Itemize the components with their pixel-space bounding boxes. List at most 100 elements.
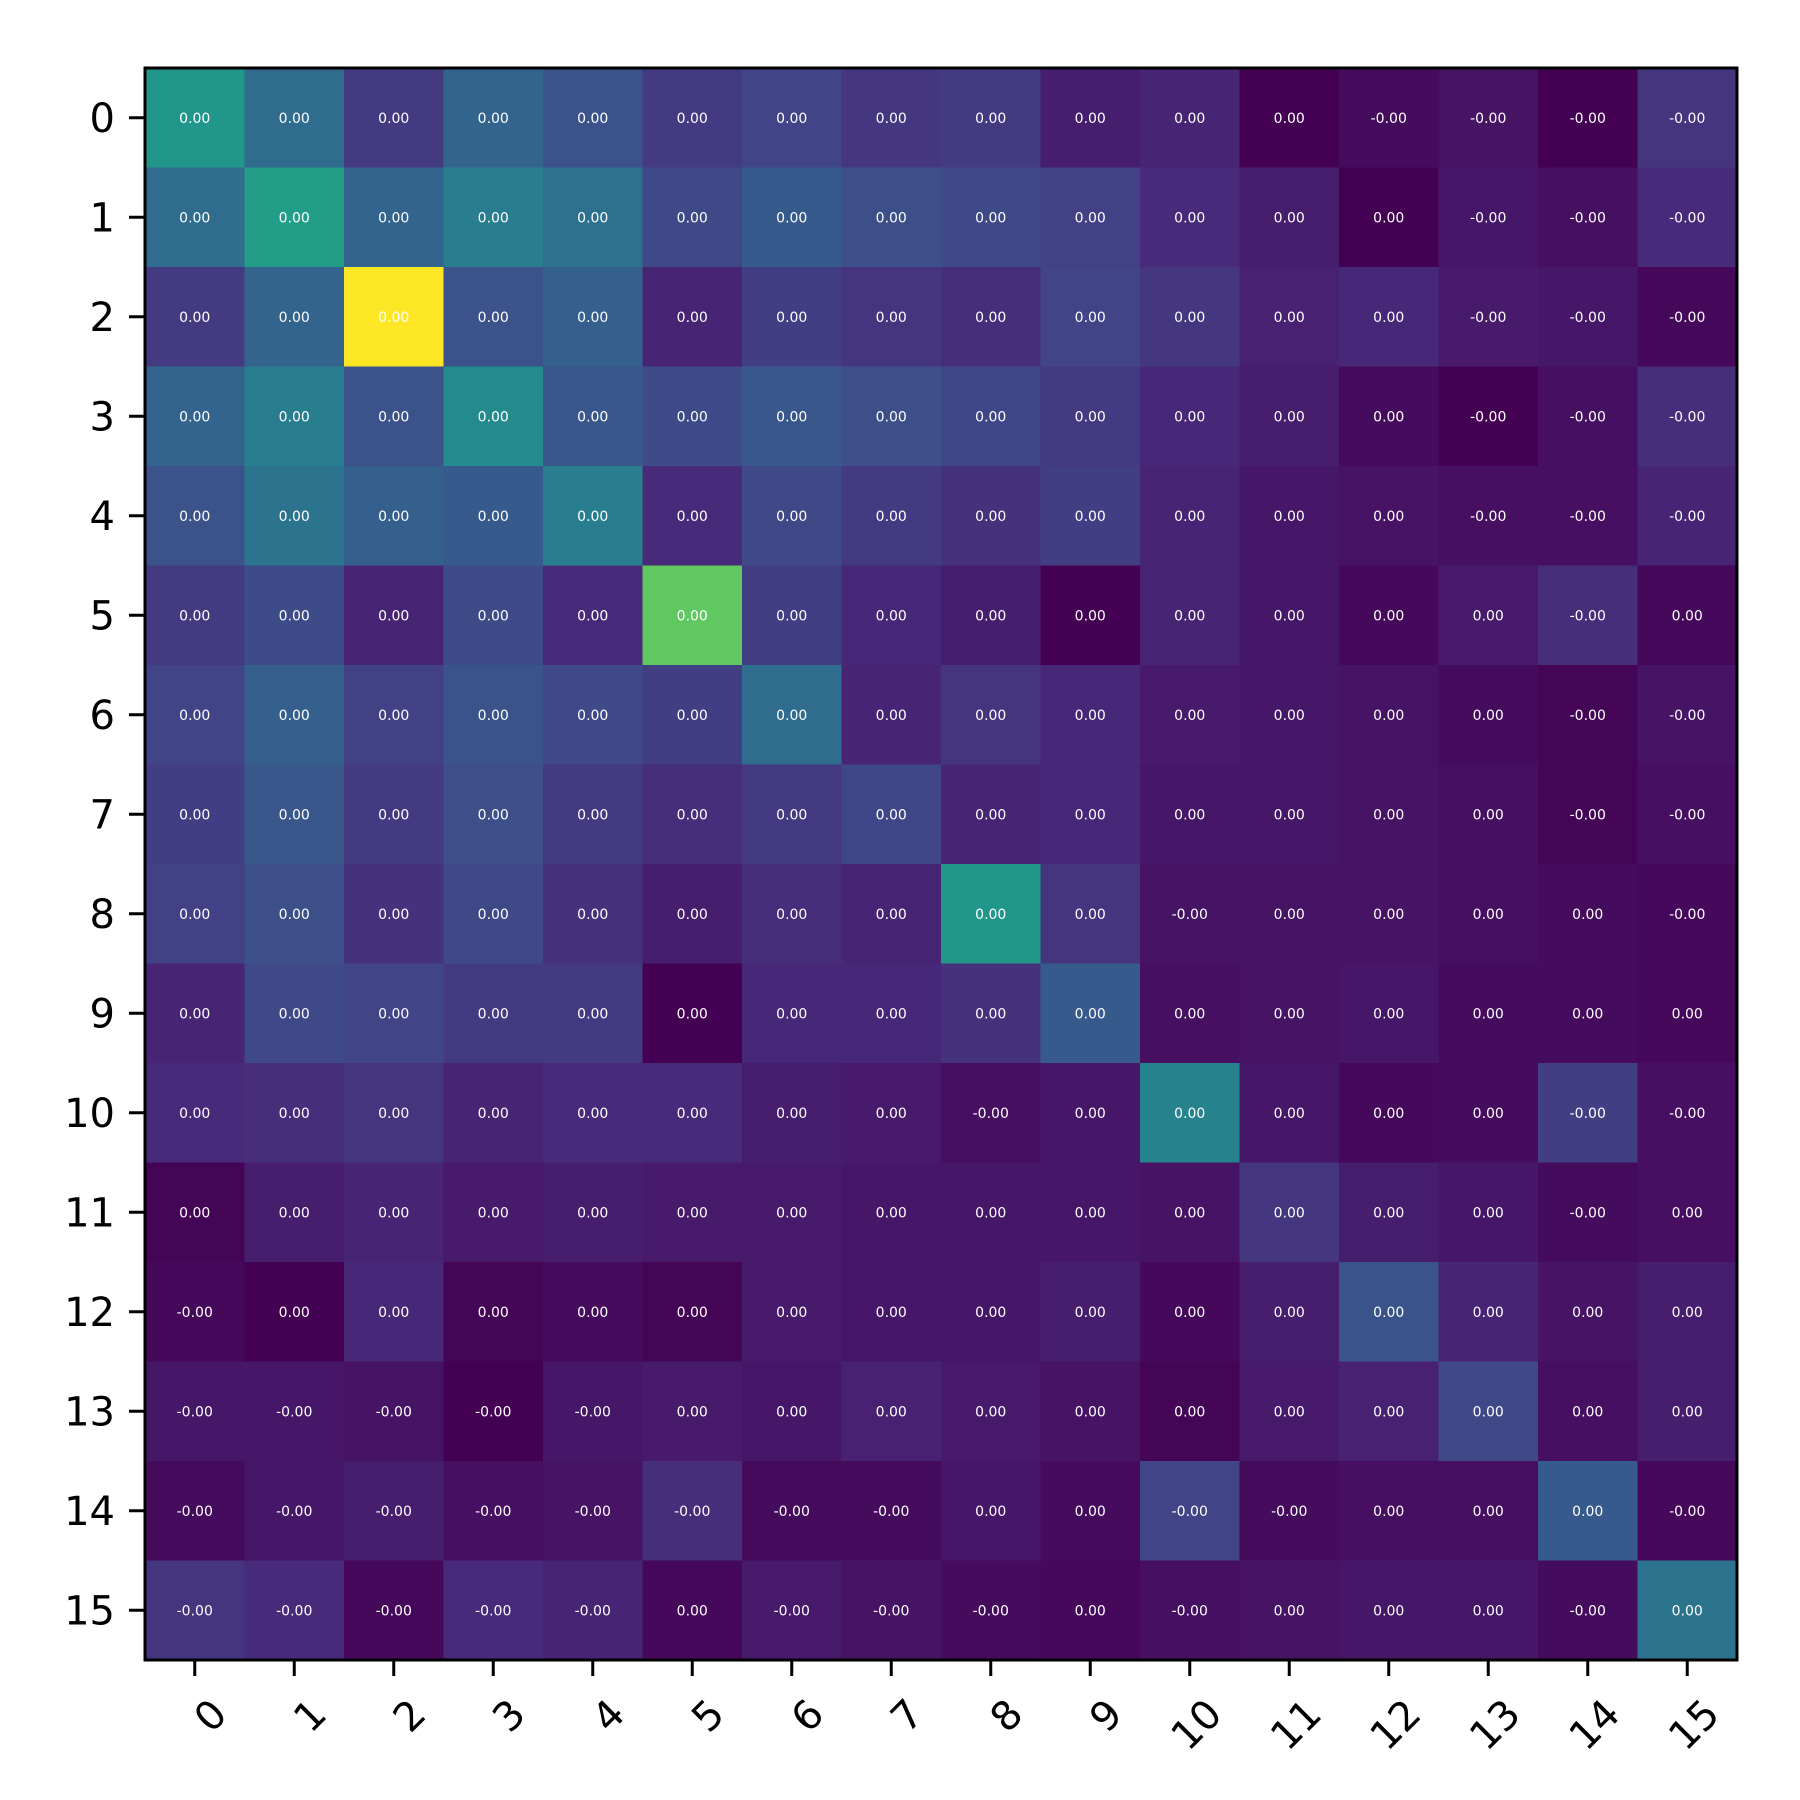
heatmap-cell-r1-c1 — [244, 167, 345, 268]
heatmap-cell-r7-c11 — [1239, 764, 1340, 865]
cell-value-label: 0.00 — [1473, 807, 1504, 823]
cell-value-label: -0.00 — [276, 1404, 312, 1420]
heatmap-cell-r11-c4 — [543, 1162, 643, 1263]
cell-value-label: -0.00 — [1570, 608, 1606, 624]
cell-value-label: 0.00 — [876, 907, 907, 923]
cell-value-label: 0.00 — [677, 111, 708, 127]
cell-value-label: 0.00 — [179, 1106, 210, 1122]
cell-value-label: -0.00 — [774, 1504, 810, 1520]
heatmap-cell-r14-c8 — [941, 1461, 1041, 1561]
y-tick-label: 8 — [90, 892, 115, 938]
cell-value-label: 0.00 — [179, 310, 210, 326]
heatmap-cell-r13-c14 — [1538, 1361, 1638, 1462]
cell-value-label: 0.00 — [179, 608, 210, 624]
heatmap-cell-r5-c11 — [1239, 565, 1340, 666]
cell-value-label: 0.00 — [378, 1205, 409, 1221]
heatmap-cell-r15-c4 — [543, 1560, 643, 1661]
heatmap-cell-r12-c5 — [642, 1262, 743, 1362]
heatmap-cell-r4-c8 — [941, 466, 1041, 566]
cell-value-label: 0.00 — [1473, 1205, 1504, 1221]
heatmap-cell-r13-c0 — [145, 1361, 245, 1462]
cell-value-label: 0.00 — [1274, 708, 1305, 724]
heatmap-cell-r4-c14 — [1538, 466, 1638, 566]
heatmap-cell-r5-c10 — [1140, 565, 1240, 666]
heatmap-cell-r4-c4 — [543, 466, 643, 566]
heatmap-cell-r1-c3 — [443, 167, 544, 268]
cell-value-label: -0.00 — [1669, 1106, 1705, 1122]
cell-value-label: 0.00 — [1373, 409, 1404, 425]
cell-value-label: 0.00 — [776, 1305, 807, 1321]
heatmap-cell-r7-c1 — [244, 764, 345, 865]
heatmap-cell-r6-c10 — [1140, 665, 1240, 765]
cell-value-label: 0.00 — [1174, 1305, 1205, 1321]
cell-value-label: 0.00 — [179, 1006, 210, 1022]
cell-value-label: 0.00 — [1672, 1205, 1703, 1221]
heatmap-cell-r7-c9 — [1040, 764, 1141, 865]
heatmap-cell-r5-c15 — [1637, 565, 1738, 666]
cell-value-label: 0.00 — [478, 907, 509, 923]
heatmap-cell-r14-c1 — [244, 1461, 345, 1561]
heatmap-cell-r14-c14 — [1538, 1461, 1638, 1561]
cell-value-label: -0.00 — [1470, 210, 1506, 226]
heatmap-cell-r6-c7 — [841, 665, 942, 765]
cell-value-label: 0.00 — [577, 608, 608, 624]
cell-value-label: 0.00 — [1174, 409, 1205, 425]
cell-value-label: 0.00 — [1274, 111, 1305, 127]
cell-value-label: 0.00 — [577, 310, 608, 326]
heatmap-cell-r0-c15 — [1637, 68, 1738, 168]
cell-value-label: 0.00 — [577, 1205, 608, 1221]
heatmap-cell-r1-c8 — [941, 167, 1041, 268]
y-tick-label: 11 — [64, 1190, 115, 1236]
cell-value-label: -0.00 — [1669, 1504, 1705, 1520]
cell-value-label: -0.00 — [1669, 907, 1705, 923]
cell-value-label: -0.00 — [575, 1603, 611, 1619]
x-tick-label: 8 — [982, 1691, 1033, 1742]
cell-value-label: 0.00 — [677, 1404, 708, 1420]
heatmap-cell-r2-c1 — [244, 267, 345, 367]
heatmap-cell-r1-c12 — [1339, 167, 1439, 268]
heatmap-cell-r12-c3 — [443, 1262, 544, 1362]
cell-value-label: 0.00 — [478, 608, 509, 624]
cell-value-label: 0.00 — [1174, 509, 1205, 525]
cell-value-label: 0.00 — [1075, 1603, 1106, 1619]
heatmap-cell-r0-c9 — [1040, 68, 1141, 168]
heatmap-cell-r4-c3 — [443, 466, 544, 566]
cell-value-label: -0.00 — [1669, 210, 1705, 226]
cell-value-label: -0.00 — [774, 1603, 810, 1619]
heatmap-cell-r15-c7 — [841, 1560, 942, 1661]
cell-value-label: -0.00 — [177, 1504, 213, 1520]
cell-value-label: 0.00 — [975, 1504, 1006, 1520]
heatmap-cell-r13-c1 — [244, 1361, 345, 1462]
y-tick-label: 5 — [90, 593, 115, 639]
cell-value-label: 0.00 — [1373, 1106, 1404, 1122]
heatmap-cell-r1-c4 — [543, 167, 643, 268]
cell-value-label: 0.00 — [1572, 907, 1603, 923]
heatmap-cell-r9-c3 — [443, 963, 544, 1064]
heatmap-cell-r6-c14 — [1538, 665, 1638, 765]
heatmap-cell-r2-c5 — [642, 267, 743, 367]
heatmap-cell-r1-c5 — [642, 167, 743, 268]
cell-value-label: 0.00 — [1373, 210, 1404, 226]
cell-value-label: -0.00 — [1570, 409, 1606, 425]
heatmap-cell-r13-c13 — [1438, 1361, 1539, 1462]
heatmap-cell-r2-c6 — [742, 267, 842, 367]
cell-value-label: 0.00 — [975, 1205, 1006, 1221]
heatmap-cell-r7-c6 — [742, 764, 842, 865]
heatmap-cell-r0-c12 — [1339, 68, 1439, 168]
heatmap-cell-r10-c12 — [1339, 1063, 1439, 1163]
cell-value-label: 0.00 — [677, 1603, 708, 1619]
heatmap-cell-r11-c5 — [642, 1162, 743, 1263]
heatmap-cell-r15-c12 — [1339, 1560, 1439, 1661]
cell-value-label: 0.00 — [876, 708, 907, 724]
heatmap-cell-r3-c1 — [244, 366, 345, 467]
cell-value-label: 0.00 — [478, 1106, 509, 1122]
heatmap-cell-r3-c10 — [1140, 366, 1240, 467]
cell-value-label: 0.00 — [1174, 310, 1205, 326]
cell-value-label: 0.00 — [876, 409, 907, 425]
heatmap-cell-r0-c14 — [1538, 68, 1638, 168]
cell-value-label: 0.00 — [1473, 1404, 1504, 1420]
cell-value-label: -0.00 — [376, 1603, 412, 1619]
heatmap-cell-r8-c3 — [443, 864, 544, 964]
cell-value-label: 0.00 — [179, 210, 210, 226]
cell-value-label: 0.00 — [1274, 807, 1305, 823]
